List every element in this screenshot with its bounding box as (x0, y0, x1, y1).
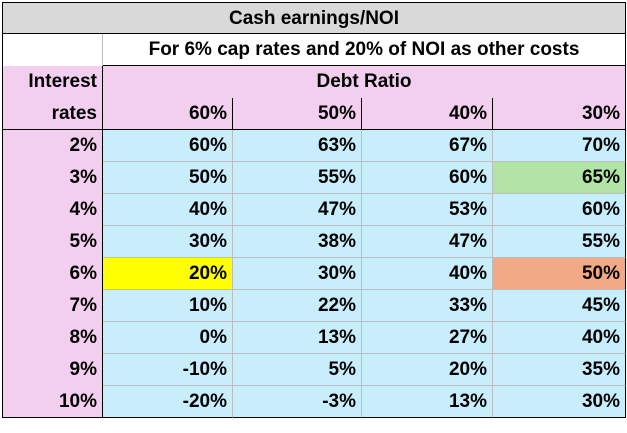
value-cell[interactable]: 5% (233, 354, 362, 386)
column-header-60[interactable]: 60% (103, 98, 233, 130)
value-cell[interactable]: 50% (103, 162, 233, 194)
value-cell[interactable]: 13% (362, 386, 493, 418)
value-cell[interactable]: -20% (103, 386, 233, 418)
spreadsheet-table: Cash earnings/NOI For 6% cap rates and 2… (2, 2, 626, 428)
value-cell[interactable]: 33% (362, 290, 493, 322)
highlighted-value-cell-yellow[interactable]: 20% (103, 258, 233, 290)
rate-cell[interactable]: 10% (2, 386, 103, 418)
value-cell[interactable]: 70% (493, 130, 626, 162)
value-cell[interactable]: 20% (362, 354, 493, 386)
value-cell[interactable]: 47% (362, 226, 493, 258)
value-cell[interactable]: 30% (103, 226, 233, 258)
rate-cell[interactable]: 8% (2, 322, 103, 354)
rate-cell[interactable]: 7% (2, 290, 103, 322)
header-row-1: Interest Debt Ratio (2, 66, 626, 98)
table-subtitle[interactable]: For 6% cap rates and 20% of NOI as other… (103, 34, 626, 66)
highlighted-value-cell-green[interactable]: 65% (493, 162, 626, 194)
header-row-2: rates 60% 50% 40% 30% (2, 98, 626, 130)
value-cell[interactable]: 10% (103, 290, 233, 322)
column-header-30[interactable]: 30% (493, 98, 626, 130)
table-row: 10% -20% -3% 13% 30% (2, 386, 626, 418)
value-cell[interactable]: 30% (493, 386, 626, 418)
value-cell[interactable]: 60% (362, 162, 493, 194)
subtitle-row: For 6% cap rates and 20% of NOI as other… (2, 34, 626, 66)
column-header-40[interactable]: 40% (362, 98, 493, 130)
value-cell[interactable]: -3% (233, 386, 362, 418)
value-cell[interactable]: 47% (233, 194, 362, 226)
table-title[interactable]: Cash earnings/NOI (2, 2, 626, 34)
row-header-interest[interactable]: Interest (2, 66, 103, 98)
value-cell[interactable]: 38% (233, 226, 362, 258)
value-cell[interactable]: 27% (362, 322, 493, 354)
table-row: 3% 50% 55% 60% 65% (2, 162, 626, 194)
column-group-header[interactable]: Debt Ratio (103, 66, 626, 98)
title-row: Cash earnings/NOI (2, 2, 626, 34)
row-header-rates[interactable]: rates (2, 98, 103, 130)
value-cell[interactable]: -10% (103, 354, 233, 386)
rate-cell[interactable]: 4% (2, 194, 103, 226)
table-row: 8% 0% 13% 27% 40% (2, 322, 626, 354)
empty-corner-cell[interactable] (2, 34, 103, 66)
value-cell[interactable]: 30% (233, 258, 362, 290)
table-row: 7% 10% 22% 33% 45% (2, 290, 626, 322)
value-cell[interactable]: 60% (493, 194, 626, 226)
table-row: 5% 30% 38% 47% 55% (2, 226, 626, 258)
value-cell[interactable]: 60% (103, 130, 233, 162)
rate-cell[interactable]: 2% (2, 130, 103, 162)
table-row: 2% 60% 63% 67% 70% (2, 130, 626, 162)
highlighted-value-cell-orange[interactable]: 50% (493, 258, 626, 290)
column-header-50[interactable]: 50% (233, 98, 362, 130)
rate-cell[interactable]: 6% (2, 258, 103, 290)
value-cell[interactable]: 40% (493, 322, 626, 354)
value-cell[interactable]: 35% (493, 354, 626, 386)
value-cell[interactable]: 13% (233, 322, 362, 354)
rate-cell[interactable]: 9% (2, 354, 103, 386)
value-cell[interactable]: 53% (362, 194, 493, 226)
value-cell[interactable]: 40% (103, 194, 233, 226)
rate-cell[interactable]: 3% (2, 162, 103, 194)
table-row: 4% 40% 47% 53% 60% (2, 194, 626, 226)
value-cell[interactable]: 55% (493, 226, 626, 258)
value-cell[interactable]: 0% (103, 322, 233, 354)
value-cell[interactable]: 22% (233, 290, 362, 322)
rate-cell[interactable]: 5% (2, 226, 103, 258)
value-cell[interactable]: 55% (233, 162, 362, 194)
table-row: 6% 20% 30% 40% 50% (2, 258, 626, 290)
value-cell[interactable]: 67% (362, 130, 493, 162)
value-cell[interactable]: 45% (493, 290, 626, 322)
value-cell[interactable]: 63% (233, 130, 362, 162)
table-row: 9% -10% 5% 20% 35% (2, 354, 626, 386)
value-cell[interactable]: 40% (362, 258, 493, 290)
